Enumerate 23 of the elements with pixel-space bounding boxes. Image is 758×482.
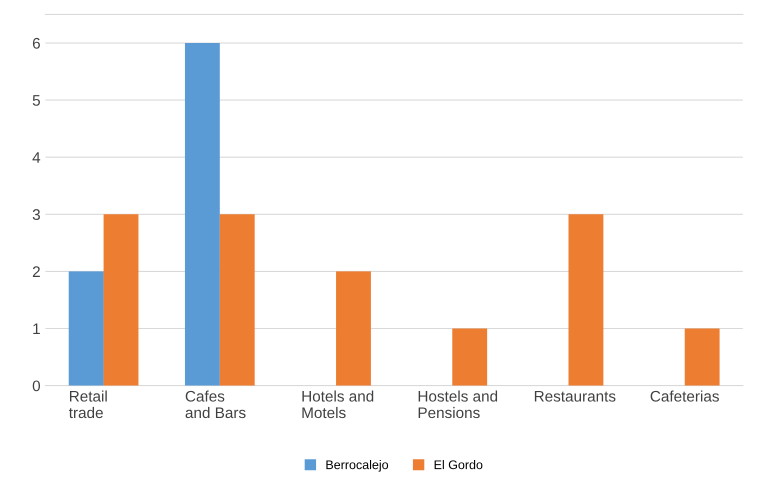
- y-tick-label: 6: [32, 38, 40, 49]
- bar: [220, 214, 255, 386]
- y-tick-label: 4: [32, 152, 40, 163]
- x-tick-label: Hotels and Motels: [302, 390, 374, 418]
- bar: [336, 271, 371, 386]
- bar: [68, 271, 104, 386]
- bar: [184, 43, 220, 386]
- legend-label: El Gordo: [434, 460, 482, 470]
- x-tick-label: Cafeterias: [650, 390, 719, 402]
- y-tick-label: 0: [32, 380, 40, 392]
- x-tick-label: Cafes and Bars: [186, 390, 246, 418]
- x-tick-label: Restaurants: [534, 391, 616, 402]
- bar: [684, 328, 720, 386]
- bar: [568, 214, 604, 386]
- bar: [104, 214, 138, 386]
- y-tick-label: 3: [32, 209, 40, 220]
- legend-label: Berrocalejo: [326, 460, 388, 472]
- bar: [452, 328, 488, 386]
- y-tick-label: 2: [32, 266, 40, 277]
- y-tick-label: 5: [32, 95, 40, 106]
- x-tick-label: Retail trade: [68, 390, 107, 418]
- y-tick-label: 1: [33, 324, 40, 334]
- x-tick-label: Hostels and Pensions: [418, 390, 498, 418]
